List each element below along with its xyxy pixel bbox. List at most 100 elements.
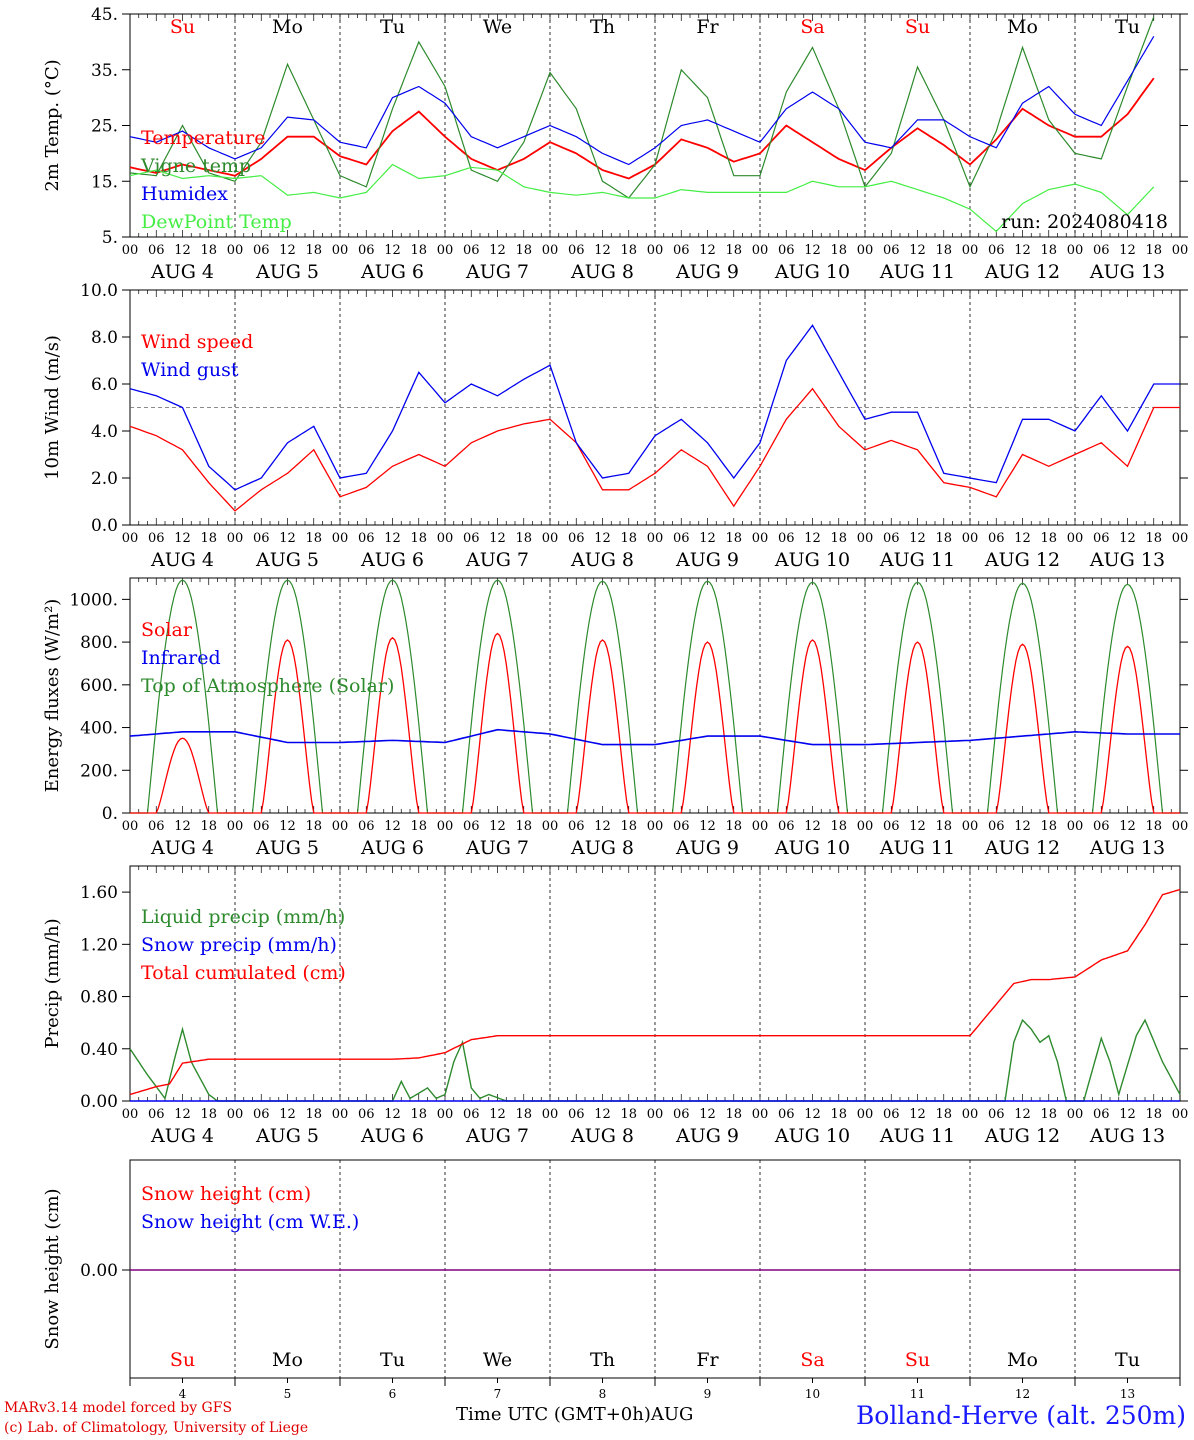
x-hour-label: 00 — [752, 819, 769, 834]
x-date-label: AUG 11 — [879, 549, 955, 571]
x-hour-label: 18 — [410, 531, 427, 546]
x-date-label: AUG 12 — [984, 1125, 1060, 1147]
weekday-label: Tu — [380, 16, 405, 38]
weekday-label: Tu — [1115, 16, 1140, 38]
x-hour-label: 00 — [227, 243, 244, 258]
y-tick-label: 10.0 — [80, 281, 118, 301]
x-hour-label: 06 — [253, 819, 270, 834]
x-hour-label: 00 — [647, 531, 664, 546]
legend-item: Snow height (cm W.E.) — [141, 1211, 359, 1233]
x-hour-label: 06 — [253, 531, 270, 546]
x-hour-label: 00 — [332, 1107, 349, 1122]
weekday-label: Sa — [800, 16, 824, 38]
x-date-label: AUG 5 — [255, 261, 319, 283]
x-hour-label: 06 — [253, 1107, 270, 1122]
x-date-label: AUG 4 — [150, 837, 214, 859]
weekday-label: Th — [590, 16, 615, 38]
x-hour-label: 12 — [909, 1107, 926, 1122]
weekday-label-bottom: Tu — [380, 1349, 405, 1371]
y-tick-label: 0.0 — [91, 516, 118, 536]
x-hour-label: 18 — [515, 531, 532, 546]
x-date-label: AUG 9 — [675, 837, 739, 859]
x-date-label: AUG 11 — [879, 837, 955, 859]
x-date-label: AUG 12 — [984, 549, 1060, 571]
x-date-label: AUG 12 — [984, 261, 1060, 283]
legend-item: Wind gust — [141, 359, 239, 381]
weekday-label: Fr — [696, 16, 719, 38]
x-date-label: AUG 11 — [879, 261, 955, 283]
x-hour-label: 18 — [1040, 819, 1057, 834]
day-number-label: 4 — [179, 1387, 187, 1401]
x-hour-label: 18 — [410, 819, 427, 834]
y-tick-label: 0.00 — [80, 1261, 118, 1281]
series-temperature — [129, 77, 1155, 180]
x-hour-label: 00 — [752, 1107, 769, 1122]
weekday-label: Mo — [272, 16, 303, 38]
x-hour-label: 06 — [673, 1107, 690, 1122]
x-hour-label: 06 — [148, 1107, 165, 1122]
x-axis-title: Time UTC (GMT+0h)AUG — [456, 1404, 694, 1425]
y-tick-label: 6.0 — [91, 375, 118, 395]
y-tick-label: 0. — [102, 804, 118, 824]
x-hour-label: 12 — [279, 531, 296, 546]
day-number-label: 12 — [1015, 1387, 1030, 1401]
x-hour-label: 12 — [174, 819, 191, 834]
x-hour-label: 12 — [489, 243, 506, 258]
x-hour-label: 18 — [620, 819, 637, 834]
weekday-label: Su — [905, 16, 930, 38]
weekday-label-bottom: Su — [905, 1349, 930, 1371]
x-hour-label: 00 — [227, 1107, 244, 1122]
y-axis-label-5: Snow height (cm) — [42, 1188, 63, 1349]
series-wind-speed — [129, 387, 1180, 512]
x-hour-label: 06 — [673, 243, 690, 258]
x-hour-label: 12 — [804, 1107, 821, 1122]
x-hour-label: 00 — [437, 1107, 454, 1122]
legend-item: Vigne temp — [140, 155, 251, 177]
x-hour-label: 12 — [174, 243, 191, 258]
y-tick-label: 15. — [91, 172, 118, 192]
x-hour-label: 12 — [174, 531, 191, 546]
x-hour-label: 06 — [883, 531, 900, 546]
run-label: run: 2024080418 — [1001, 211, 1168, 233]
weekday-label: Su — [170, 16, 195, 38]
x-hour-label: 00 — [227, 819, 244, 834]
x-hour-label: 12 — [489, 819, 506, 834]
day-number-label: 11 — [910, 1387, 925, 1401]
x-date-label: AUG 13 — [1089, 1125, 1165, 1147]
x-hour-label: 18 — [935, 819, 952, 834]
y-tick-label: 200. — [80, 761, 118, 781]
x-hour-label: 00 — [437, 531, 454, 546]
x-date-label: AUG 10 — [774, 837, 850, 859]
x-date-label: AUG 8 — [570, 1125, 634, 1147]
x-hour-label: 06 — [1093, 531, 1110, 546]
day-number-label: 13 — [1120, 1387, 1135, 1401]
legend-item: Infrared — [141, 647, 221, 669]
x-hour-label: 06 — [673, 819, 690, 834]
x-hour-label: 12 — [1014, 819, 1031, 834]
x-hour-label: 18 — [1040, 243, 1057, 258]
x-hour-label: 18 — [200, 819, 217, 834]
x-hour-label: 06 — [778, 1107, 795, 1122]
series-dewpoint-temp — [129, 163, 1155, 233]
x-hour-label: 18 — [515, 1107, 532, 1122]
weekday-label-bottom: Sa — [800, 1349, 824, 1371]
x-hour-label: 06 — [1093, 819, 1110, 834]
x-hour-label: 12 — [1014, 1107, 1031, 1122]
x-hour-label: 18 — [935, 531, 952, 546]
y-tick-label: 0.80 — [80, 988, 118, 1008]
x-hour-label: 12 — [384, 1107, 401, 1122]
x-hour-label: 00 — [962, 243, 979, 258]
station-title: Bolland-Herve (alt. 250m) — [855, 1401, 1186, 1430]
x-hour-label: 12 — [1014, 243, 1031, 258]
x-hour-label: 00 — [437, 243, 454, 258]
x-hour-label: 12 — [174, 1107, 191, 1122]
legend-item: Solar — [141, 619, 193, 641]
x-hour-label: 18 — [830, 243, 847, 258]
x-hour-label: 18 — [725, 1107, 742, 1122]
weekday-label-bottom: Tu — [1115, 1349, 1140, 1371]
x-date-label: AUG 12 — [984, 837, 1060, 859]
x-hour-label: 00 — [122, 531, 139, 546]
x-hour-label: 00 — [542, 1107, 559, 1122]
x-hour-label: 12 — [699, 1107, 716, 1122]
x-date-label: AUG 4 — [150, 1125, 214, 1147]
